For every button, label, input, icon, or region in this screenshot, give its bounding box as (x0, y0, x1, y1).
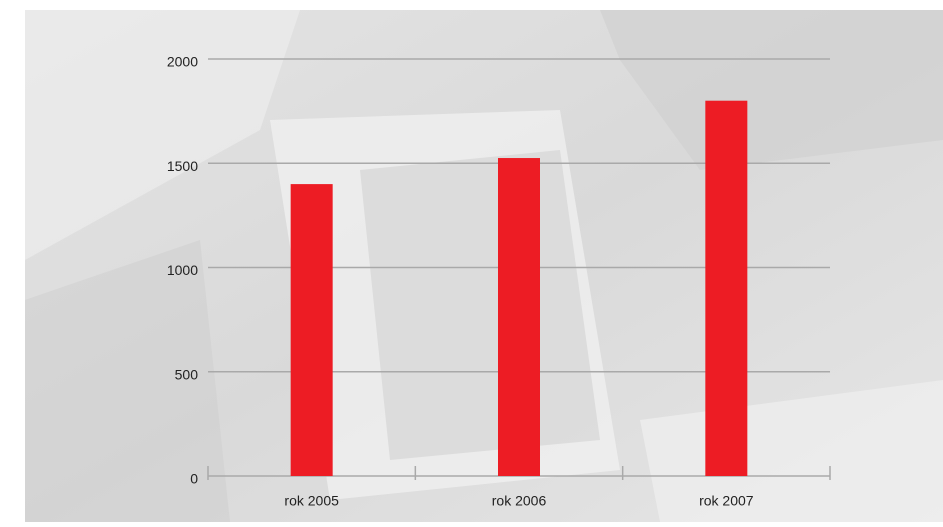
bar (705, 100, 748, 476)
y-tick-label: 2000 (167, 54, 198, 70)
y-tick-label: 1500 (167, 158, 198, 174)
x-tick-label: rok 2005 (284, 493, 339, 509)
background-shape (360, 150, 600, 460)
y-tick-label: 1000 (167, 262, 198, 278)
y-tick-label: 500 (175, 366, 199, 382)
background-shape (25, 240, 230, 522)
x-tick-label: rok 2006 (492, 493, 547, 509)
background-shape (600, 10, 943, 170)
bar (290, 184, 333, 476)
y-tick-label: 0 (190, 471, 198, 487)
background-shape (25, 10, 300, 260)
x-tick-label: rok 2007 (699, 493, 754, 509)
bar (498, 158, 540, 476)
